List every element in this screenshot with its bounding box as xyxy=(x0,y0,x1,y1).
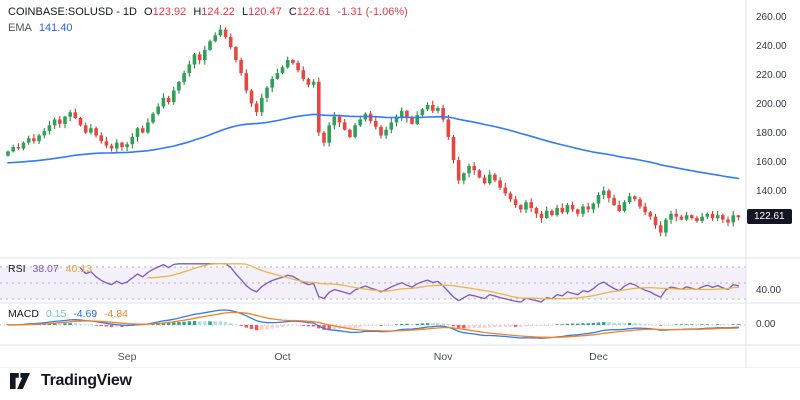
tradingview-logo-icon xyxy=(10,373,30,389)
macd-signal-value: -4.84 xyxy=(104,308,128,320)
price-axis-label: 140.00 xyxy=(756,186,787,197)
tradingview-logo[interactable]: TradingView xyxy=(10,372,132,390)
time-axis-month-label: Dec xyxy=(589,351,608,363)
rsi-label: RSI xyxy=(8,263,26,275)
ema-legend[interactable]: EMA 141.40 xyxy=(8,21,77,35)
macd-lines xyxy=(7,309,740,339)
ema-label: EMA xyxy=(8,22,32,34)
open-value: 123.92 xyxy=(152,6,187,18)
rsi-axis-label: 40.00 xyxy=(756,285,782,296)
price-axis-label: 160.00 xyxy=(756,157,787,168)
macd-line-value: -4.69 xyxy=(73,308,98,320)
low-value: 120.47 xyxy=(248,6,282,18)
macd-legend[interactable]: MACD 0.15 -4.69 -4.84 xyxy=(8,307,132,321)
ema-line xyxy=(7,113,740,180)
macd-axis-label: 0.00 xyxy=(756,319,776,330)
high-label: H xyxy=(193,6,202,18)
last-price-badge: 122.61 xyxy=(747,209,792,224)
price-axis-label: 200.00 xyxy=(756,99,787,110)
close-label: C xyxy=(288,6,297,18)
chart-plot[interactable] xyxy=(0,0,800,368)
symbol-title: COINBASE:SOLUSD - 1D xyxy=(8,6,137,18)
price-axis-label: 220.00 xyxy=(756,70,787,81)
close-value: 122.61 xyxy=(296,6,331,18)
rsi-value: 38.07 xyxy=(32,263,59,275)
rsi-band xyxy=(0,266,746,300)
candlestick-series[interactable] xyxy=(6,25,741,237)
high-value: 124.22 xyxy=(201,6,235,18)
ema-value: 141.40 xyxy=(38,22,73,34)
low-label: L xyxy=(242,6,249,18)
time-axis-month-label: Sep xyxy=(117,351,137,363)
time-axis-month-label: Oct xyxy=(274,351,291,363)
macd-label: MACD xyxy=(8,308,39,320)
price-axis-label: 240.00 xyxy=(756,41,787,52)
symbol-legend[interactable]: COINBASE:SOLUSD - 1D O123.92 H124.22 L12… xyxy=(8,5,412,19)
tradingview-logo-text: TradingView xyxy=(41,372,132,389)
time-axis-month-label: Nov xyxy=(433,351,453,363)
rsi-lines xyxy=(79,263,740,303)
change-value: -1.31 (-1.06%) xyxy=(337,6,408,18)
pane-separators xyxy=(0,0,800,368)
rsi-ma-value: 40.13 xyxy=(65,263,92,275)
rsi-legend[interactable]: RSI 38.07 40.13 xyxy=(8,262,96,276)
open-label: O xyxy=(144,6,153,18)
macd-hist-value: 0.15 xyxy=(45,308,67,320)
price-axis-label: 180.00 xyxy=(756,128,787,139)
price-axis-label: 260.00 xyxy=(756,12,787,23)
